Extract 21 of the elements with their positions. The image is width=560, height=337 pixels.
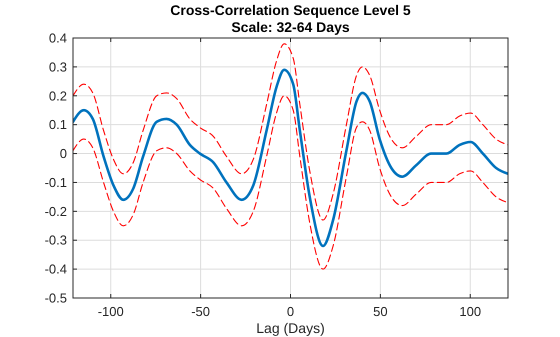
line-series [73, 43, 508, 221]
y-tick-label: -0.5 [44, 290, 67, 306]
y-tick-label: -0.4 [44, 262, 67, 277]
x-tick-label: 50 [373, 304, 388, 319]
y-tick-label: 0.1 [48, 117, 67, 132]
x-tick-label: 0 [286, 304, 294, 319]
x-tick-label: -100 [98, 304, 124, 319]
y-tick-label: 0 [60, 146, 67, 162]
x-tick-label: 100 [459, 304, 482, 319]
x-axis-title: Lag (Days) [256, 320, 325, 336]
y-tick-label: -0.1 [44, 174, 67, 190]
chart-title: Cross-Correlation Sequence Level 5 [170, 2, 411, 18]
line-series [73, 68, 508, 248]
chart-subtitle: Scale: 32-64 Days [231, 19, 350, 35]
x-tick-label: -50 [191, 304, 210, 319]
line-series [73, 95, 508, 270]
y-tick-label: -0.2 [44, 204, 67, 219]
y-tick-label: 0.2 [48, 88, 67, 104]
y-tick-label: -0.3 [44, 232, 67, 248]
y-tick-label: 0.3 [48, 59, 67, 74]
y-tick-label: 0.4 [48, 30, 67, 46]
